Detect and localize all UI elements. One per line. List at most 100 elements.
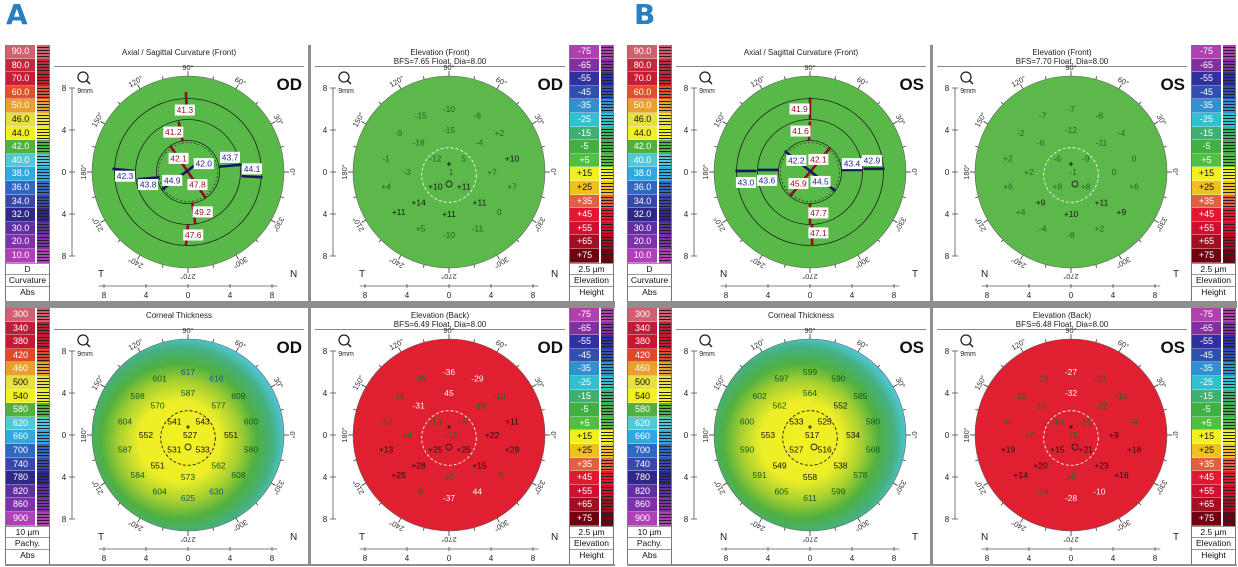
magnifier-zoom-icon[interactable] [338, 334, 352, 348]
thickness-value: 534 [846, 430, 860, 440]
legend-step-hatch [1223, 308, 1235, 322]
angle-tick [759, 254, 763, 260]
angle-tick [722, 121, 728, 125]
angle-tick [857, 517, 861, 523]
legend-step-hatch [37, 221, 49, 236]
meridian-keratometry-value: 43.4 [844, 159, 861, 169]
zoom-label: 9mm [77, 351, 93, 358]
legend-step-hatch [659, 153, 671, 168]
corner-label-right: T [1173, 532, 1179, 543]
legend-step-hatch [659, 457, 671, 472]
meridian-keratometry-value: 43.6 [759, 175, 776, 185]
legend-step-hatch [37, 471, 49, 485]
angle-tick [857, 347, 861, 353]
magnifier-zoom-icon[interactable] [699, 334, 713, 348]
angle-label: 240° [749, 255, 767, 271]
legend-step: -65 [1192, 321, 1235, 336]
angle-label: 300° [853, 255, 871, 271]
legend-step: 420 [6, 348, 49, 363]
apex-cross-icon [1069, 162, 1073, 166]
elevation-value: -17 [1034, 401, 1047, 411]
legend-step-hatch [601, 348, 613, 363]
elevation-value: 0 [418, 487, 423, 497]
magnifier-zoom-icon[interactable] [338, 71, 352, 85]
elevation-value: -37 [443, 493, 456, 503]
elevation-value: +6 [1129, 182, 1139, 192]
elevation-value: +19 [1001, 445, 1016, 455]
meridian-keratometry-value: 47.1 [810, 228, 827, 238]
angle-label: 180° [79, 427, 88, 443]
angle-tick [270, 384, 276, 388]
meridian-keratometry-value: 42.0 [195, 159, 212, 169]
elevation-value: -36 [443, 367, 456, 377]
angle-label: 120° [388, 337, 406, 353]
legend-step-value: -55 [1192, 335, 1221, 349]
legend-step-hatch [601, 471, 613, 485]
angle-tick [857, 84, 861, 90]
magnifier-zoom-icon[interactable] [77, 71, 91, 85]
elevation-color-scale-legend: -75 -65 -55 -45 -35 -25 -15 -5 +5 +15 +25 +35 +45 +55… [569, 308, 614, 564]
angle-tick [92, 459, 96, 462]
map-title: Axial / Sagittal Curvature (Front) [122, 48, 237, 57]
elevation-value: -4 [1130, 416, 1138, 426]
thickness-value: 616 [209, 373, 223, 383]
legend-step: -5 [570, 140, 613, 154]
angle-tick [902, 459, 906, 462]
angle-label: 270° [802, 535, 818, 544]
angle-tick [1118, 84, 1122, 90]
legend-step-value: +25 [570, 443, 599, 458]
value-label-background [808, 153, 829, 165]
legend-step: -35 [570, 99, 613, 113]
elevation-value: -28 [1065, 493, 1078, 503]
elevation-value: -6 [1037, 138, 1045, 148]
angle-tick [1020, 254, 1024, 260]
legend-step: 540 [6, 389, 49, 404]
angle-tick [1095, 339, 1098, 343]
legend-step: -45 [1192, 348, 1235, 363]
legend-step: 620 [6, 416, 49, 431]
elevation-value: +7 [507, 182, 517, 192]
elevation-value: -19 [473, 401, 486, 411]
legend-step-value: 500 [6, 375, 35, 390]
legend-footer-2: Height [1192, 548, 1235, 561]
legend-step: +65 [1192, 498, 1235, 512]
y-axis-tick: 8 [684, 252, 689, 261]
value-label-background [187, 179, 208, 191]
angle-tick [1118, 254, 1122, 260]
angle-tick [353, 196, 357, 199]
legend-step-hatch [1223, 112, 1235, 127]
magnifier-zoom-icon[interactable] [77, 334, 91, 348]
thickness-value: 562 [211, 460, 225, 470]
magnifier-zoom-icon[interactable] [699, 71, 713, 85]
angle-tick [975, 459, 979, 462]
x-axis-tick: 4 [489, 291, 494, 300]
elevation-value: +14 [411, 197, 426, 207]
legend-step-hatch [659, 321, 671, 336]
y-axis-tick: 8 [684, 515, 689, 524]
legend-step-hatch [601, 511, 613, 526]
legend-step-hatch [37, 457, 49, 472]
elevation-value: -3 [403, 167, 411, 177]
legend-step-hatch [659, 430, 671, 444]
corner-label-left: T [98, 269, 104, 280]
legend-step-value: 580 [628, 403, 657, 417]
angle-tick [235, 254, 239, 260]
legend-step: 20.0 [628, 235, 671, 249]
angle-tick [353, 145, 357, 148]
legend-footer-0: 10 µm [628, 525, 671, 538]
legend-step: -15 [570, 389, 613, 404]
angle-tick [983, 384, 989, 388]
magnifier-zoom-icon[interactable] [960, 334, 974, 348]
elevation-value: -10 [443, 230, 456, 240]
legend-step: 80.0 [6, 58, 49, 73]
legend-step: 500 [628, 375, 671, 390]
legend-step: +65 [1192, 235, 1235, 249]
corner-label-left: T [359, 532, 365, 543]
magnifier-zoom-icon[interactable] [960, 71, 974, 85]
angle-tick [834, 527, 837, 531]
legend-step-hatch [1223, 471, 1235, 485]
angle-tick [361, 384, 367, 388]
angle-tick [783, 339, 786, 343]
legend-step: 820 [6, 484, 49, 499]
legend-step-hatch [659, 72, 671, 86]
